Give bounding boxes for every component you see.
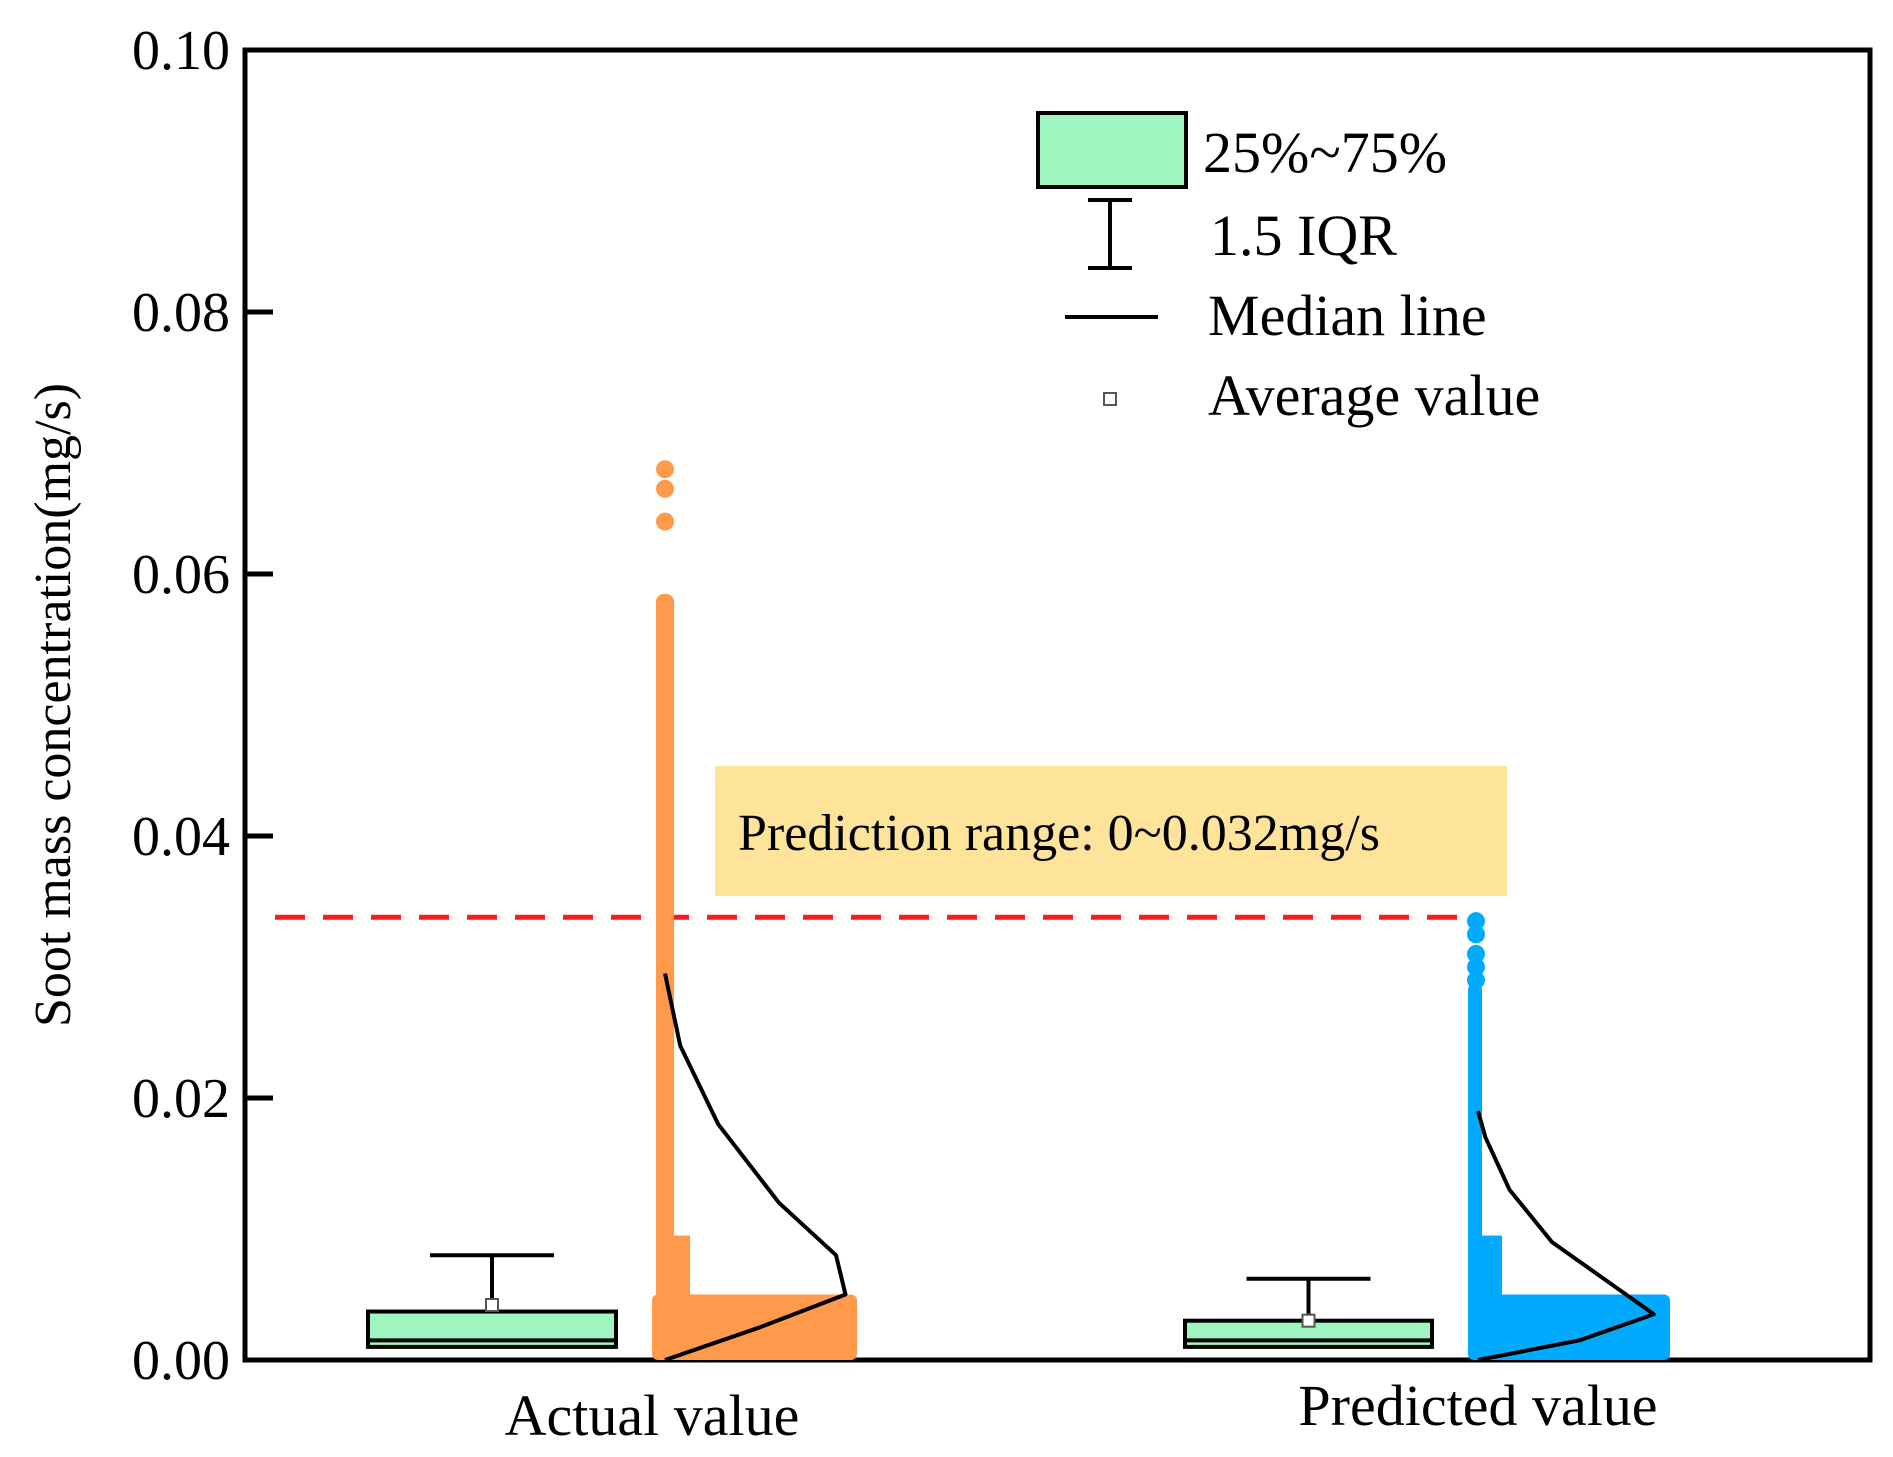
legend-box-symbol <box>1036 111 1188 189</box>
legend-label-median: Median line <box>1208 283 1487 348</box>
mean-marker-1 <box>1301 1313 1316 1328</box>
data-point-0-9 <box>656 748 674 767</box>
data-point-1-0 <box>1467 912 1485 931</box>
points-shoulder-1 <box>1482 1235 1502 1360</box>
legend-label-whisker: 1.5 IQR <box>1210 203 1397 268</box>
data-point-1-4 <box>1467 971 1485 990</box>
y-tick-label-5: 0.10 <box>132 20 230 82</box>
y-axis-ticks: 0.00 0.02 0.04 0.06 0.08 0.10 <box>132 20 273 1392</box>
data-point-0-10 <box>656 774 674 793</box>
data-point-0-2 <box>656 512 674 531</box>
legend-mean-symbol <box>1103 392 1117 406</box>
box-layer <box>366 1253 1434 1349</box>
y-tick-label-4: 0.08 <box>132 282 230 344</box>
y-axis-title: Soot mass concentration(mg/s) <box>25 383 82 1027</box>
points-column-1 <box>1468 982 1482 1360</box>
data-point-1-3 <box>1467 958 1485 976</box>
y-tick-label-2: 0.04 <box>132 806 230 868</box>
distribution-curve-1 <box>1476 1110 1656 1362</box>
legend-label-box: 25%~75% <box>1203 120 1447 185</box>
data-point-0-8 <box>656 722 674 741</box>
data-point-0-0 <box>656 460 674 479</box>
legend-whisker-symbol <box>1088 198 1132 270</box>
legend-label-mean: Average value <box>1208 363 1540 428</box>
annotation-box <box>715 766 1507 896</box>
y-tick-label-0: 0.00 <box>132 1330 230 1392</box>
data-point-0-1 <box>656 479 674 498</box>
plot-frame <box>242 47 1873 1363</box>
data-point-0-3 <box>656 597 674 616</box>
data-point-1-2 <box>1467 944 1485 963</box>
data-point-0-6 <box>656 669 674 688</box>
data-point-0-11 <box>656 800 674 819</box>
points-shoulder-0 <box>670 1235 690 1360</box>
annotation: Prediction range: 0~0.032mg/s <box>715 766 1507 896</box>
category-label-actual: Actual value <box>505 1383 800 1448</box>
distribution-curve-0 <box>663 973 848 1362</box>
data-point-0-4 <box>656 610 674 629</box>
legend: 25%~75% 1.5 IQR Median line Average valu… <box>1036 111 1540 428</box>
annotation-text: Prediction range: 0~0.032mg/s <box>738 805 1380 862</box>
y-tick-label-1: 0.02 <box>132 1068 230 1130</box>
data-point-0-12 <box>656 827 674 845</box>
data-point-0-7 <box>656 696 674 714</box>
data-point-1-1 <box>1467 925 1485 944</box>
category-label-predicted: Predicted value <box>1298 1373 1657 1438</box>
data-point-0-5 <box>656 643 674 662</box>
curve-layer <box>663 973 1656 1362</box>
y-tick-label-3: 0.06 <box>132 544 230 606</box>
mean-marker-0 <box>485 1297 499 1312</box>
points-dense-band-1 <box>1468 1294 1670 1360</box>
